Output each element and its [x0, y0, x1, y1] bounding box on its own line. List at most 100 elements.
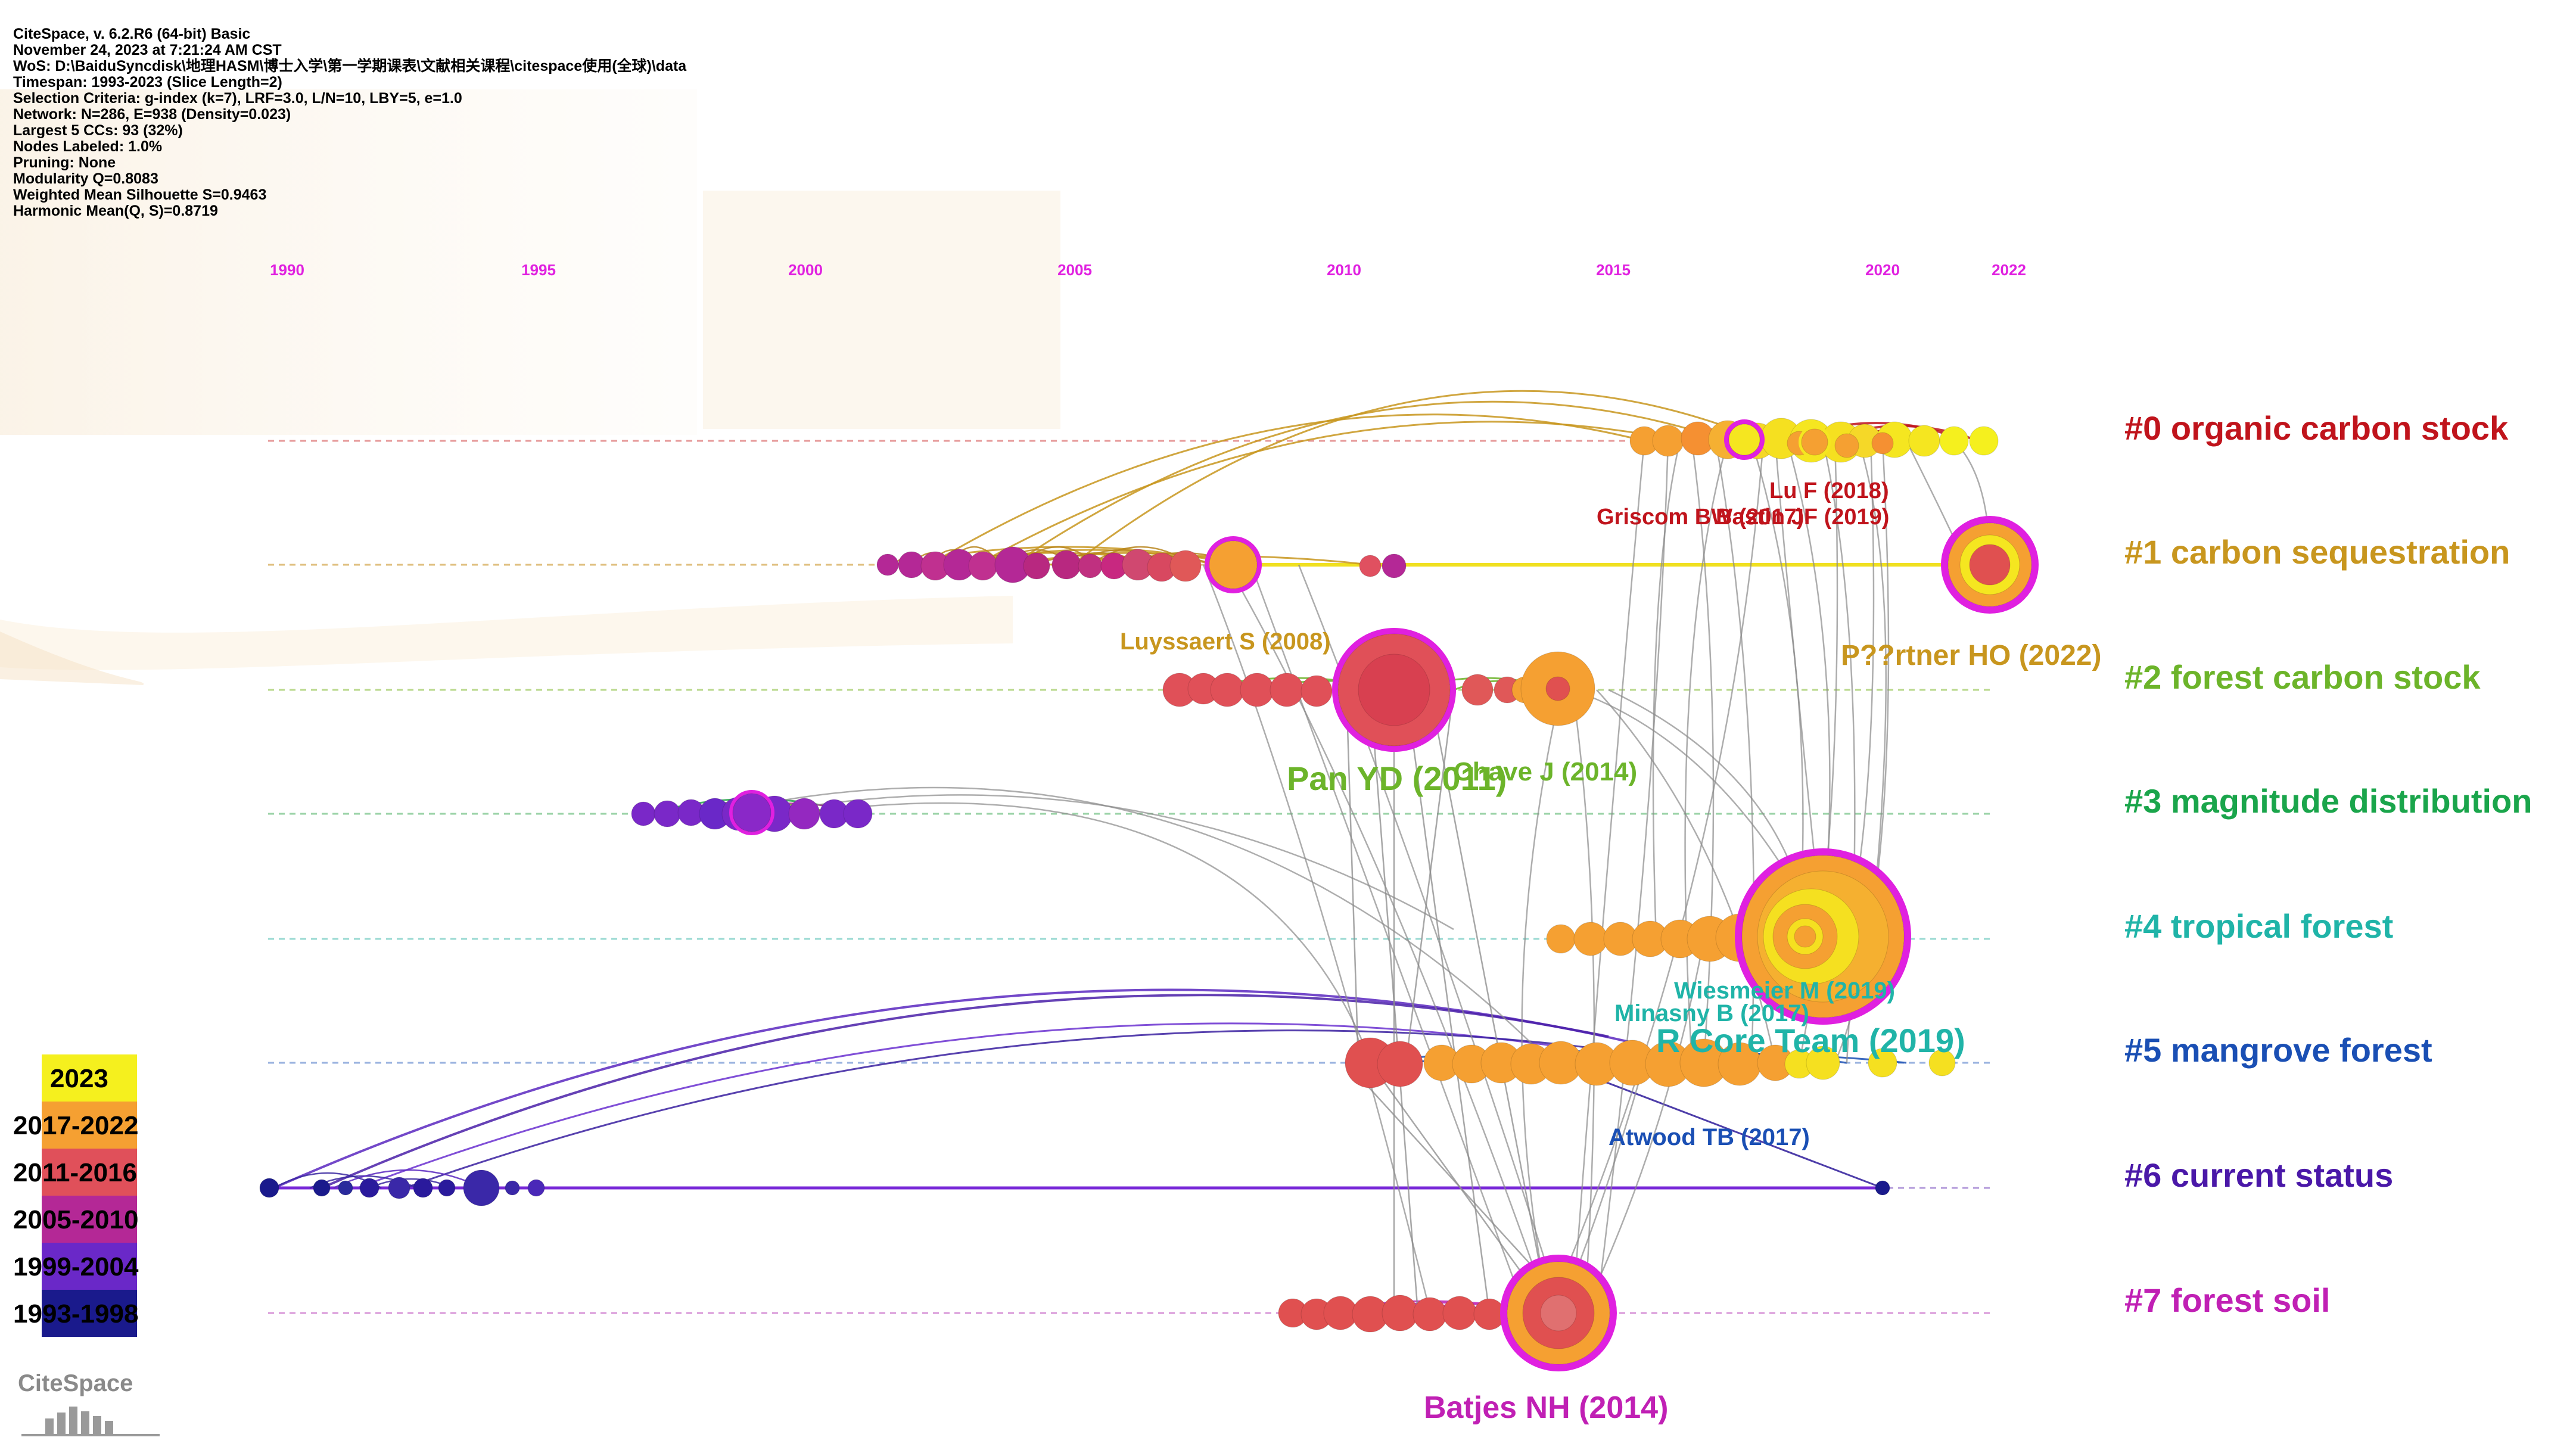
node-core	[1573, 922, 1608, 956]
summary-line: Weighted Mean Silhouette S=0.9463	[13, 186, 267, 203]
citation-node	[898, 551, 925, 578]
summary-line: Timespan: 1993-2023 (Slice Length=2)	[13, 74, 282, 91]
citation-link	[1652, 440, 1681, 939]
citation-node	[1078, 553, 1103, 578]
legend-label: 2023	[50, 1064, 108, 1093]
citation-node	[413, 1178, 433, 1198]
legend-label: 1993-1998	[13, 1299, 139, 1329]
cluster-label: #0 organic carbon stock	[2124, 409, 2509, 447]
citation-node	[1270, 673, 1304, 707]
node-core	[1939, 426, 1969, 456]
citation-link	[1596, 689, 1777, 1063]
citation-node	[1806, 1046, 1840, 1080]
legend-item: 2005-2010	[13, 1196, 168, 1243]
node-label: Batjes NH (2014)	[1424, 1390, 1668, 1425]
node-core	[1078, 553, 1103, 578]
year-tick-label: 2020	[1865, 261, 1900, 279]
node-core	[1210, 673, 1245, 707]
node-core	[1051, 550, 1081, 580]
node-labels: Lu F (2018)Griscom BW (2017)Bastin JF (2…	[1120, 478, 2101, 1425]
citation-node	[876, 553, 899, 576]
citation-node	[527, 1179, 545, 1197]
legend-item: 2011-2016	[13, 1149, 168, 1196]
citation-node	[1969, 544, 2011, 586]
legend-item: 2023	[13, 1054, 168, 1102]
citation-link	[1072, 390, 1764, 566]
citation-node	[1413, 1297, 1447, 1331]
network-summary: CiteSpace, v. 6.2.R6 (64-bit) Basic Novem…	[13, 26, 686, 219]
citation-link	[1572, 440, 1645, 1311]
node-core	[788, 798, 820, 830]
citation-node	[1540, 1295, 1577, 1331]
logo-bars-icon	[21, 1407, 160, 1436]
summary-line: Largest 5 CCs: 93 (32%)	[13, 122, 183, 139]
node-core	[1908, 425, 1940, 457]
citation-link	[273, 988, 1633, 1189]
node-core	[1382, 553, 1407, 578]
citation-node	[1834, 433, 1859, 458]
node-label: Chave J (2014)	[1454, 757, 1637, 786]
citation-node	[1359, 555, 1382, 577]
legend-item: 1999-2004	[13, 1243, 168, 1290]
citation-link	[1369, 689, 1419, 1314]
node-core	[1359, 555, 1382, 577]
citation-node	[1969, 426, 1999, 456]
node-core	[732, 793, 771, 832]
citation-node	[1358, 654, 1430, 726]
legend-label: 2017-2022	[13, 1111, 139, 1140]
node-core	[1358, 654, 1430, 726]
citation-link	[762, 794, 1454, 931]
node-core	[1023, 552, 1050, 580]
citation-link	[1429, 689, 1550, 1314]
citation-nodes	[259, 418, 2039, 1371]
node-core	[463, 1169, 500, 1206]
citation-node	[1382, 1295, 1418, 1331]
node-core	[1834, 433, 1859, 458]
legend-item: 2017-2022	[13, 1102, 168, 1149]
node-ring	[1332, 628, 1456, 752]
legend-label: 2005-2010	[13, 1205, 139, 1234]
citation-link	[1012, 400, 1728, 566]
citation-node	[1875, 1180, 1890, 1196]
citation-link	[1774, 440, 1824, 939]
node-core	[505, 1180, 520, 1196]
node-label: Lu F (2018)	[1769, 478, 1889, 503]
node-ring	[1500, 1255, 1617, 1371]
citation-link	[1858, 440, 1887, 939]
node-core	[527, 1179, 545, 1197]
citation-link	[357, 1022, 1573, 1189]
node-core	[1540, 1295, 1577, 1331]
node-core	[968, 551, 998, 581]
citation-node	[359, 1178, 379, 1198]
year-tick-label: 2015	[1596, 261, 1631, 279]
node-core	[1806, 1046, 1840, 1080]
node-core	[1794, 925, 1816, 948]
citation-node	[1868, 1048, 1897, 1078]
node-core	[1928, 1049, 1956, 1077]
year-tick-label: 1995	[521, 261, 556, 279]
node-core	[413, 1178, 433, 1198]
summary-line: Selection Criteria: g-index (k=7), LRF=3…	[13, 90, 462, 107]
citation-node	[1928, 1049, 1956, 1077]
citation-link	[405, 1029, 1597, 1189]
citation-node	[843, 799, 873, 829]
node-core	[654, 800, 681, 827]
citation-node	[1573, 922, 1608, 956]
node-core	[1969, 544, 2011, 586]
citation-node	[1545, 676, 1570, 701]
citation-link	[1405, 689, 1455, 1063]
citation-node	[1652, 425, 1684, 457]
year-tick-label: 2022	[1992, 261, 2026, 279]
node-core	[1382, 1295, 1418, 1331]
legend-swatch	[42, 1243, 137, 1290]
node-label: R Core Team (2019)	[1656, 1022, 1965, 1059]
node-core	[876, 553, 899, 576]
citation-node	[463, 1169, 500, 1206]
citation-link	[1583, 938, 1705, 1311]
summary-line: Harmonic Mean(Q, S)=0.8719	[13, 203, 218, 219]
cluster-label: #1 carbon sequestration	[2124, 533, 2510, 571]
citation-node	[313, 1179, 331, 1197]
node-core	[1413, 1297, 1447, 1331]
node-ring	[1205, 536, 1262, 593]
node-label: Wiesmeier M (2019)	[1674, 978, 1895, 1004]
